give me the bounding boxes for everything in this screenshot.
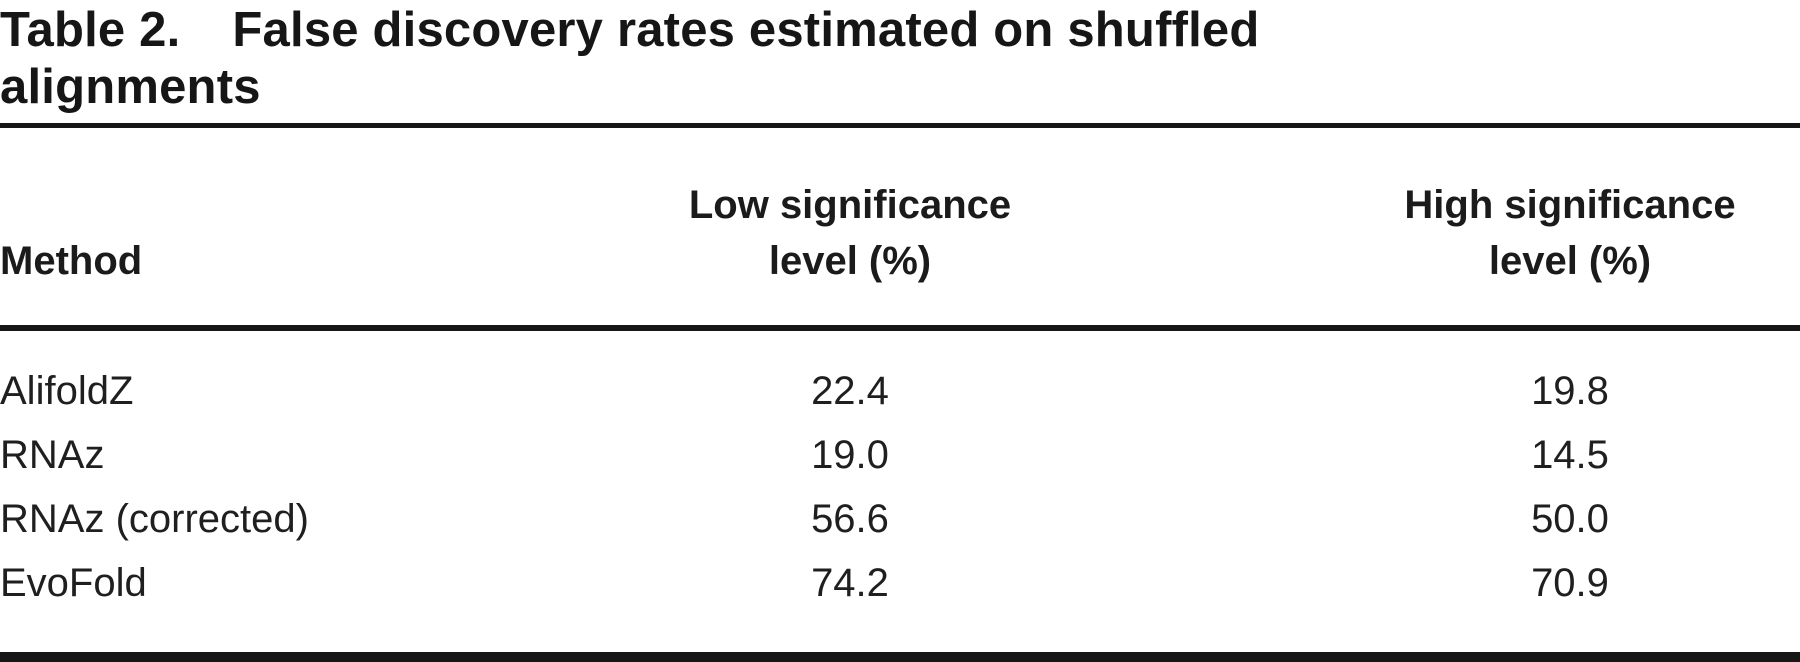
cell-method: AlifoldZ	[0, 369, 134, 413]
cell-low-significance: 19.0	[811, 433, 889, 477]
table-row: AlifoldZ 22.4 19.8	[0, 359, 1800, 423]
header-cell-method: Method	[0, 128, 600, 325]
table-header-row: Method Low significance level (%) High s…	[0, 128, 1800, 325]
cell-low-significance: 22.4	[811, 369, 889, 413]
cell-low-significance: 74.2	[811, 561, 889, 605]
cell-high-significance: 50.0	[1531, 497, 1609, 541]
header-cell-low-significance: Low significance level (%)	[600, 128, 1100, 325]
cell-high-significance: 14.5	[1531, 433, 1609, 477]
table-row: RNAz (corrected) 56.6 50.0	[0, 487, 1800, 551]
table-top-rule	[0, 123, 1800, 128]
header-label-high-significance: High significance level (%)	[1404, 183, 1736, 283]
table-body: AlifoldZ 22.4 19.8 RNAz 19.0 14.5 RNAz (…	[0, 331, 1800, 652]
cell-high-significance: 70.9	[1531, 561, 1609, 605]
table-caption-number: Table 2.	[0, 3, 181, 57]
table-caption-text-line1: False discovery rates estimated on shuff…	[232, 3, 1260, 57]
table-header-rule	[0, 325, 1800, 331]
cell-method: RNAz	[0, 433, 105, 477]
cell-low-significance: 56.6	[811, 497, 889, 541]
table-caption-text-line2: alignments	[0, 60, 261, 114]
cell-method: EvoFold	[0, 561, 147, 605]
cell-method: RNAz (corrected)	[0, 497, 309, 541]
header-label-low-significance: Low significance level (%)	[688, 183, 1012, 283]
header-label-method: Method	[0, 239, 143, 283]
header-cell-high-significance: High significance level (%)	[1100, 128, 1800, 325]
table-caption: Table 2. False discovery rates estimated …	[0, 0, 1800, 123]
table-bottom-rule	[0, 652, 1800, 662]
cell-high-significance: 19.8	[1531, 369, 1609, 413]
table-row: RNAz 19.0 14.5	[0, 423, 1800, 487]
table-row: EvoFold 74.2 70.9	[0, 551, 1800, 615]
